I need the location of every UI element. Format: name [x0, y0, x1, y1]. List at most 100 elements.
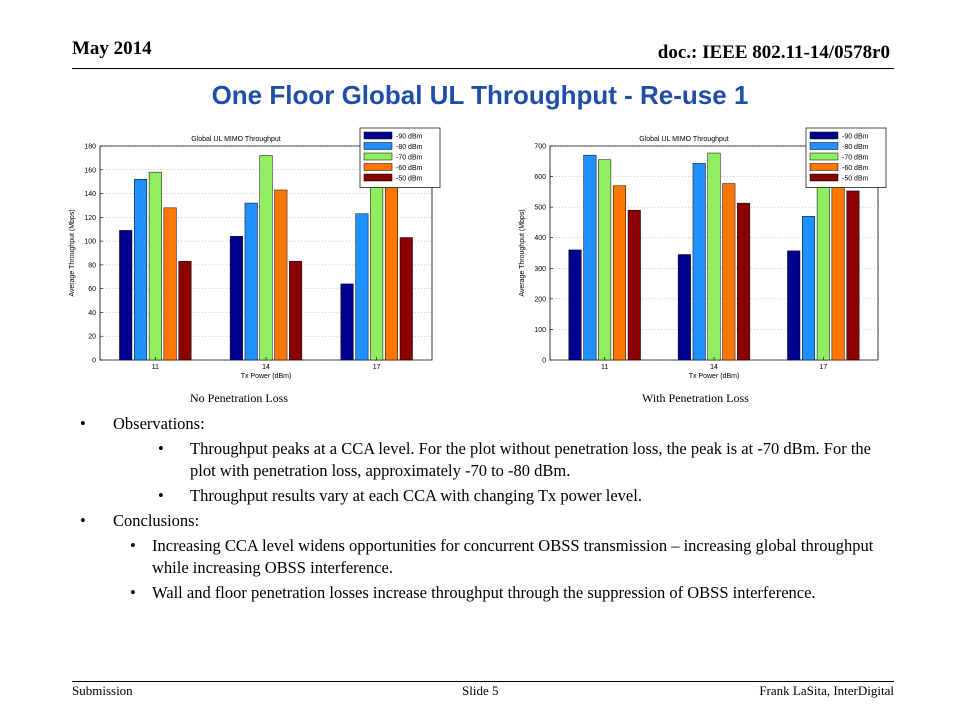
bar — [802, 216, 816, 361]
legend-swatch — [809, 142, 839, 150]
legend-label: -80 dBm — [842, 144, 869, 151]
bar — [612, 185, 626, 361]
legend-swatch — [363, 152, 393, 161]
y-tick-label: 600 — [534, 174, 546, 181]
conclusion-item: • Increasing CCA level widens opportunit… — [80, 535, 900, 579]
bar — [229, 236, 243, 361]
y-tick-label: 20 — [88, 334, 96, 341]
bar — [340, 283, 354, 361]
legend-label: -70 dBm — [842, 155, 869, 162]
legend-swatch — [809, 152, 839, 161]
bar — [163, 207, 177, 361]
conclusion-text: Increasing CCA level widens opportunitie… — [152, 536, 874, 577]
chart-right-svg: Global UL MIMO Throughput 0 100 200 300 400 50… — [519, 127, 887, 380]
legend-label: -50 dBm — [842, 176, 869, 183]
header-divider — [72, 68, 894, 69]
observation-item: • Throughput results vary at each CCA wi… — [80, 485, 900, 507]
observation-text: Throughput peaks at a CCA level. For the… — [190, 439, 871, 480]
x-tick-label: 17 — [819, 364, 827, 371]
x-axis-label: Tx Power (dBm) — [241, 373, 292, 380]
y-tick-label: 140 — [84, 191, 96, 198]
header-date: May 2014 — [72, 38, 152, 59]
y-axis-label: Average Throughput (Mbps) — [69, 209, 76, 296]
legend-label: -80 dBm — [396, 144, 423, 151]
legend-label: -50 dBm — [396, 176, 423, 183]
bar — [259, 155, 273, 361]
conclusion-item: • Wall and floor penetration losses incr… — [80, 582, 900, 604]
bar — [583, 154, 597, 361]
y-tick-label: 200 — [534, 296, 546, 303]
bar — [831, 171, 845, 361]
x-tick-label: 11 — [601, 364, 608, 371]
bar — [384, 180, 398, 361]
legend-swatch — [809, 163, 839, 171]
y-tick-label: 80 — [88, 262, 96, 269]
y-tick-label: 40 — [88, 310, 96, 317]
y-tick-label: 120 — [84, 215, 96, 222]
legend-swatch — [363, 131, 393, 140]
x-axis-label: Tx Power (dBm) — [689, 373, 740, 380]
bullet-icon: • — [130, 536, 136, 555]
y-tick-label: 100 — [534, 327, 546, 334]
bar — [178, 261, 192, 361]
observations-heading: • Observations: — [80, 413, 900, 435]
bar — [787, 250, 801, 361]
chart-title: Global UL MIMO Throughput — [191, 136, 281, 143]
bar — [598, 159, 612, 361]
bullet-icon: • — [130, 583, 136, 602]
legend-swatch — [363, 173, 393, 182]
x-tick-label: 17 — [373, 364, 381, 371]
legend-swatch — [809, 173, 839, 182]
bar — [134, 179, 148, 361]
x-tick-label: 14 — [710, 364, 718, 371]
y-tick-label: 500 — [534, 205, 546, 212]
footer-slide-number: Slide 5 — [462, 683, 499, 698]
y-axis-label: Average Throughput (Mbps) — [519, 209, 526, 296]
chart-right: Global UL MIMO Throughput 0 100 200 300 400 50… — [508, 122, 918, 392]
legend-label: -90 dBm — [396, 134, 423, 141]
bar — [274, 189, 288, 361]
y-tick-label: 300 — [534, 266, 546, 273]
header-doc-id: doc.: IEEE 802.11-14/0578r0 — [657, 42, 890, 63]
bar — [355, 213, 369, 361]
bar — [399, 237, 413, 361]
bullet-icon: • — [158, 439, 164, 458]
bar — [119, 230, 133, 361]
bar — [707, 152, 721, 361]
caption-right: With Penetration Loss — [642, 391, 749, 405]
bar — [627, 209, 641, 361]
bar — [677, 254, 691, 361]
conclusions-heading-text: Conclusions: — [113, 511, 200, 530]
bar — [244, 202, 258, 361]
observation-item: • Throughput peaks at a CCA level. For t… — [80, 438, 900, 482]
footer-submission: Submission — [72, 683, 133, 698]
legend-label: -60 dBm — [396, 165, 423, 172]
bar — [737, 202, 751, 361]
observation-text: Throughput results vary at each CCA with… — [190, 486, 642, 505]
bar — [370, 164, 384, 361]
bar — [289, 261, 303, 361]
y-tick-label: 60 — [88, 286, 96, 293]
x-tick-label: 11 — [152, 364, 159, 371]
observations-heading-text: Observations: — [113, 414, 205, 433]
y-tick-label: 0 — [542, 358, 546, 365]
conclusions-heading: • Conclusions: — [80, 510, 900, 532]
conclusion-text: Wall and floor penetration losses increa… — [152, 583, 816, 602]
bullet-icon: • — [158, 486, 164, 505]
chart-left: Global UL MIMO Throughput 0 20 40 60 80 100 120… — [62, 122, 472, 392]
caption-left: No Penetration Loss — [190, 391, 288, 405]
bar — [692, 163, 706, 361]
legend-swatch — [363, 163, 393, 171]
footer-author: Frank LaSita, InterDigital — [759, 683, 894, 698]
bar — [148, 171, 162, 361]
y-tick-label: 0 — [92, 358, 96, 365]
legend-swatch — [363, 142, 393, 150]
bar — [846, 190, 860, 361]
y-tick-label: 400 — [534, 235, 546, 242]
footer-divider — [72, 681, 894, 682]
bullet-icon: • — [80, 511, 86, 530]
x-tick-label: 14 — [262, 364, 270, 371]
bar — [568, 249, 582, 361]
chart-left-svg: Global UL MIMO Throughput 0 20 40 60 80 100 120… — [69, 127, 441, 380]
legend-swatch — [809, 131, 839, 140]
